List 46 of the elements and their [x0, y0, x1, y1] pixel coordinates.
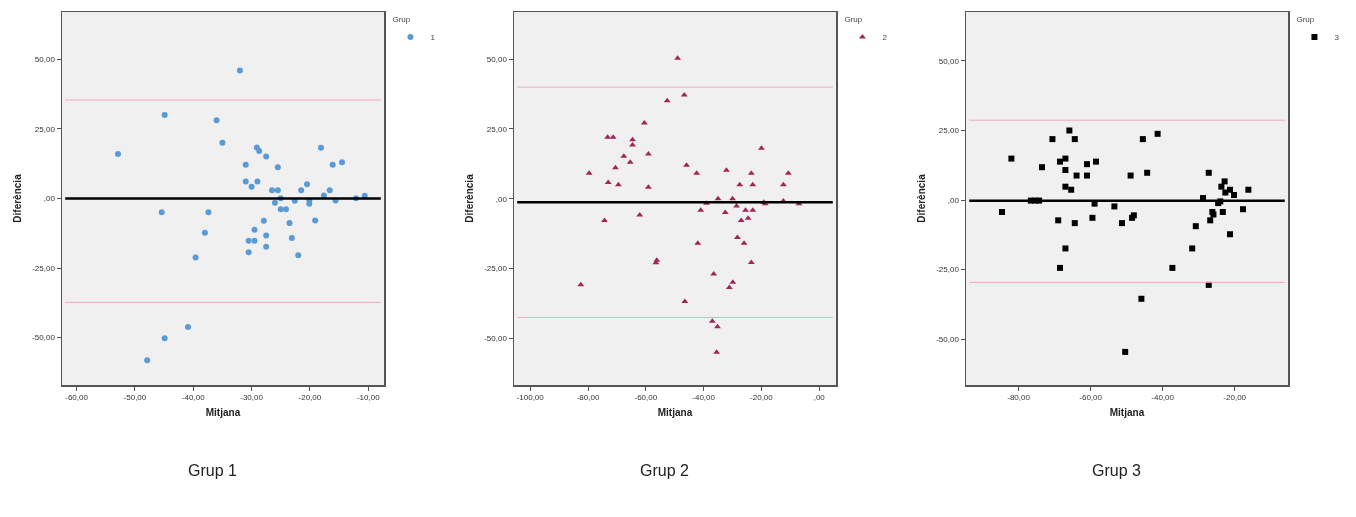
x-axis-title: Mitjana	[205, 407, 241, 419]
y-tick-label: -25,00	[32, 263, 56, 273]
y-tick-label: 50,00	[938, 56, 960, 66]
legend-label: 2	[882, 33, 888, 43]
x-tick-label: -20,00	[1223, 393, 1247, 403]
x-tick-label: -80,00	[576, 393, 600, 403]
y-tick-label: 25,00	[34, 124, 56, 134]
x-axis-title: Mitjana	[657, 407, 693, 419]
x-tick-label: -40,00	[181, 393, 206, 403]
x-tick-label: -20,00	[750, 393, 774, 403]
y-axis-title: Diferència	[464, 173, 476, 223]
x-tick-label: -60,00	[65, 393, 89, 403]
legend-title: Grup	[392, 15, 411, 25]
x-tick-label: -10,00	[356, 393, 381, 403]
y-axis-title: Diferència	[12, 173, 24, 223]
x-tick-label: -60,00	[1079, 393, 1103, 403]
text: Grup 3	[1091, 462, 1141, 480]
x-tick-label: -30,00	[240, 393, 264, 403]
legend-label: 1	[430, 33, 436, 43]
y-tick-label: -25,00	[484, 264, 508, 274]
x-tick-label: -50,00	[123, 393, 147, 403]
y-tick-label: ,00	[43, 194, 56, 204]
y-axis-title: Diferència	[916, 173, 928, 223]
legend-title: Grup	[1296, 15, 1315, 25]
y-tick-label: -50,00	[484, 334, 508, 344]
x-axis-title: Mitjana	[1109, 407, 1145, 419]
legend-title: Grup	[844, 15, 863, 25]
x-tick-label: -100,00	[516, 393, 545, 403]
x-tick-label: -80,00	[1007, 393, 1031, 403]
x-tick-label: -20,00	[298, 393, 322, 403]
y-tick-label: -25,00	[936, 265, 960, 275]
text: Grup 1	[187, 462, 237, 480]
text: Grup 2	[639, 462, 689, 480]
y-tick-label: 50,00	[486, 54, 508, 64]
x-tick-label: -40,00	[1151, 393, 1175, 403]
y-tick-label: 25,00	[486, 124, 508, 134]
y-tick-label: -50,00	[936, 334, 960, 344]
x-tick-label: -60,00	[634, 393, 658, 403]
x-tick-label: -40,00	[692, 393, 716, 403]
y-tick-label: 25,00	[938, 126, 960, 136]
y-tick-label: -50,00	[32, 333, 56, 343]
y-tick-label: ,00	[495, 194, 508, 204]
y-tick-label: ,00	[947, 195, 960, 205]
x-tick-label: ,00	[813, 393, 826, 403]
y-tick-label: 50,00	[34, 55, 56, 65]
legend-label: 3	[1334, 33, 1340, 43]
